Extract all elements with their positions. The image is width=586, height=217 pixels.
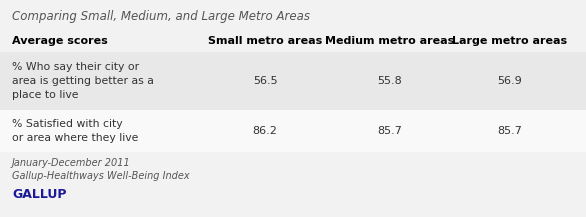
Text: 85.7: 85.7 (498, 126, 523, 136)
Text: Gallup-Healthways Well-Being Index: Gallup-Healthways Well-Being Index (12, 171, 190, 181)
Bar (0, 110, 586, 152)
Text: January-December 2011: January-December 2011 (12, 158, 131, 168)
Text: 56.5: 56.5 (253, 76, 277, 86)
Text: GALLUP: GALLUP (12, 188, 66, 201)
Text: Average scores: Average scores (12, 36, 108, 46)
Text: Small metro areas: Small metro areas (208, 36, 322, 46)
Text: % Who say their city or
area is getting better as a
place to live: % Who say their city or area is getting … (12, 62, 154, 100)
Text: % Satisfied with city
or area where they live: % Satisfied with city or area where they… (12, 119, 138, 143)
Text: Medium metro areas: Medium metro areas (325, 36, 455, 46)
Bar (0, 30, 586, 52)
Text: Comparing Small, Medium, and Large Metro Areas: Comparing Small, Medium, and Large Metro… (12, 10, 310, 23)
Text: 85.7: 85.7 (377, 126, 403, 136)
Text: 55.8: 55.8 (377, 76, 403, 86)
Text: 86.2: 86.2 (253, 126, 277, 136)
Bar (0, 52, 586, 110)
Text: Large metro areas: Large metro areas (452, 36, 568, 46)
Text: 56.9: 56.9 (498, 76, 522, 86)
